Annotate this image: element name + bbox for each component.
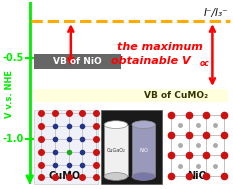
Bar	[167, 110, 228, 184]
Text: the maximum: the maximum	[117, 42, 203, 52]
Bar	[132, 125, 155, 177]
Bar	[34, 54, 121, 69]
Text: NiO: NiO	[139, 148, 148, 153]
Bar	[34, 110, 98, 184]
Text: V v.s. NHE: V v.s. NHE	[5, 70, 14, 119]
Ellipse shape	[132, 173, 155, 180]
Text: VB of NiO: VB of NiO	[53, 57, 102, 66]
Ellipse shape	[104, 173, 128, 180]
Text: NiO: NiO	[188, 171, 208, 181]
Bar	[100, 110, 162, 184]
Bar	[104, 125, 128, 177]
Text: I⁻/I₃⁻: I⁻/I₃⁻	[204, 8, 228, 18]
Bar	[34, 89, 228, 102]
Ellipse shape	[104, 121, 128, 129]
Ellipse shape	[132, 121, 155, 129]
Text: CuGaO₂: CuGaO₂	[106, 148, 125, 153]
Text: oc: oc	[200, 59, 210, 68]
Text: obtainable V: obtainable V	[111, 57, 191, 67]
Text: -0.5: -0.5	[3, 53, 24, 63]
Text: -1.0: -1.0	[3, 134, 24, 144]
Text: CuMO₂: CuMO₂	[48, 171, 84, 181]
Text: VB of CuMO₂: VB of CuMO₂	[144, 91, 208, 100]
